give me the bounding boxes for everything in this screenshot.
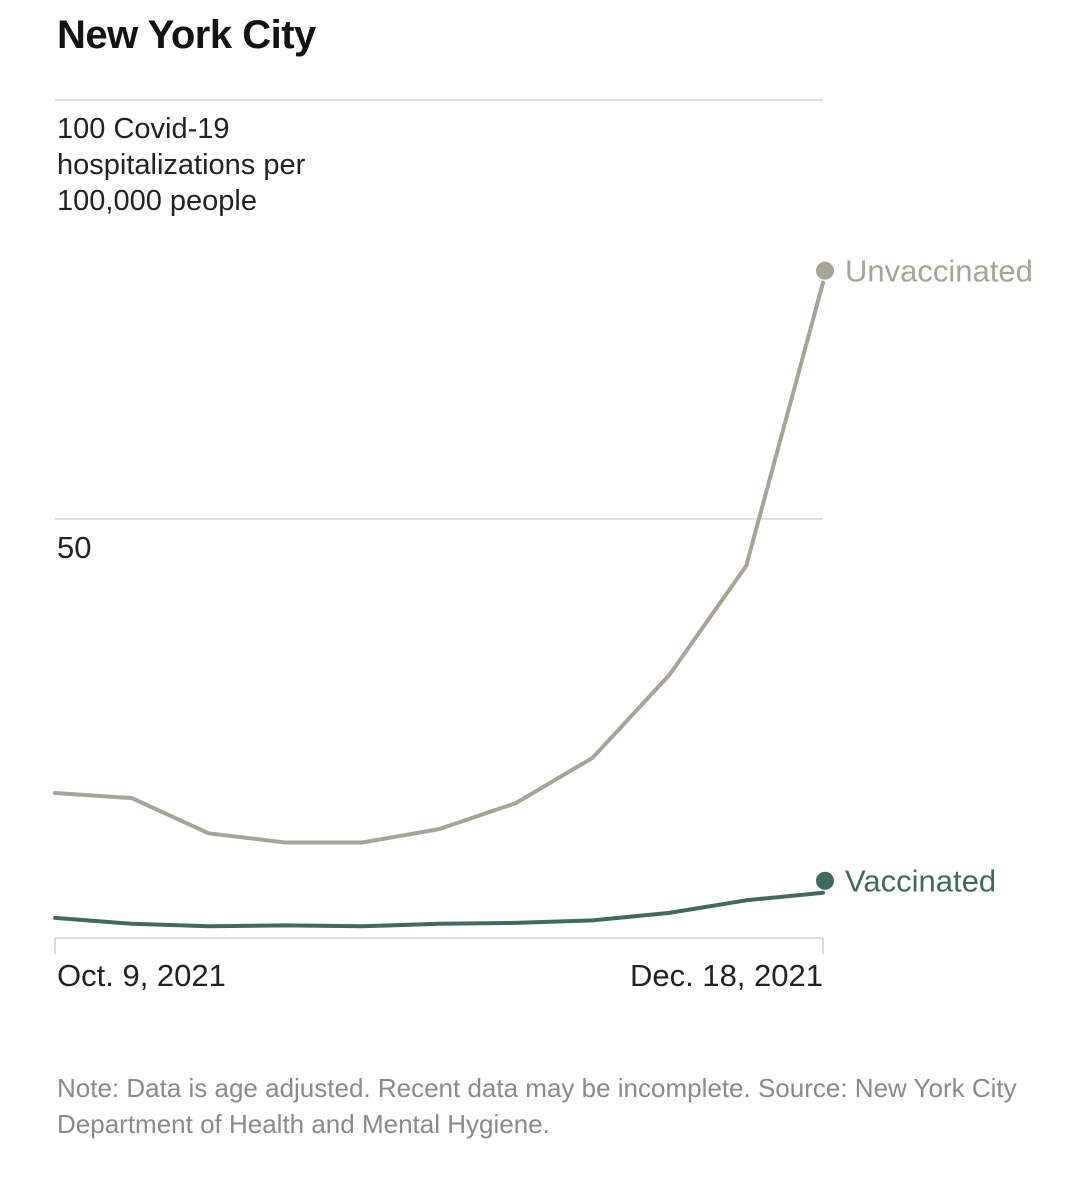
series-line-unvaccinated	[53, 280, 825, 845]
gridlines	[55, 99, 823, 520]
x-tick-label-start: Oct. 9, 2021	[57, 958, 226, 993]
y-axis-label-line-2: hospitalizations per	[57, 149, 306, 181]
series-label-unvaccinated: Unvaccinated	[845, 254, 1033, 289]
y-axis-label: 100 Covid-19 hospitalizations per 100,000 …	[57, 113, 306, 217]
y-tick-label-50: 50	[57, 530, 91, 565]
series-lines: Unvaccinated Vaccinated	[53, 254, 1033, 929]
y-tick-labels: 50	[57, 530, 91, 565]
x-tick-label-end: Dec. 18, 2021	[630, 958, 823, 993]
y-axis-label-line-1: 100 Covid-19	[57, 113, 230, 145]
line-chart: 100 Covid-19 hospitalizations per 100,000 …	[53, 99, 1033, 993]
series-end-dot-vaccinated	[816, 871, 834, 890]
source-note: Note: Data is age adjusted. Recent data …	[57, 1073, 1017, 1139]
y-axis-label-line-3: 100,000 people	[57, 185, 257, 217]
series-line-vaccinated	[53, 890, 825, 929]
x-axis: Oct. 9, 2021 Dec. 18, 2021	[54, 937, 824, 993]
chart-title: New York City	[57, 13, 316, 57]
series-label-vaccinated: Vaccinated	[845, 864, 996, 899]
series-end-dot-unvaccinated	[816, 261, 834, 280]
